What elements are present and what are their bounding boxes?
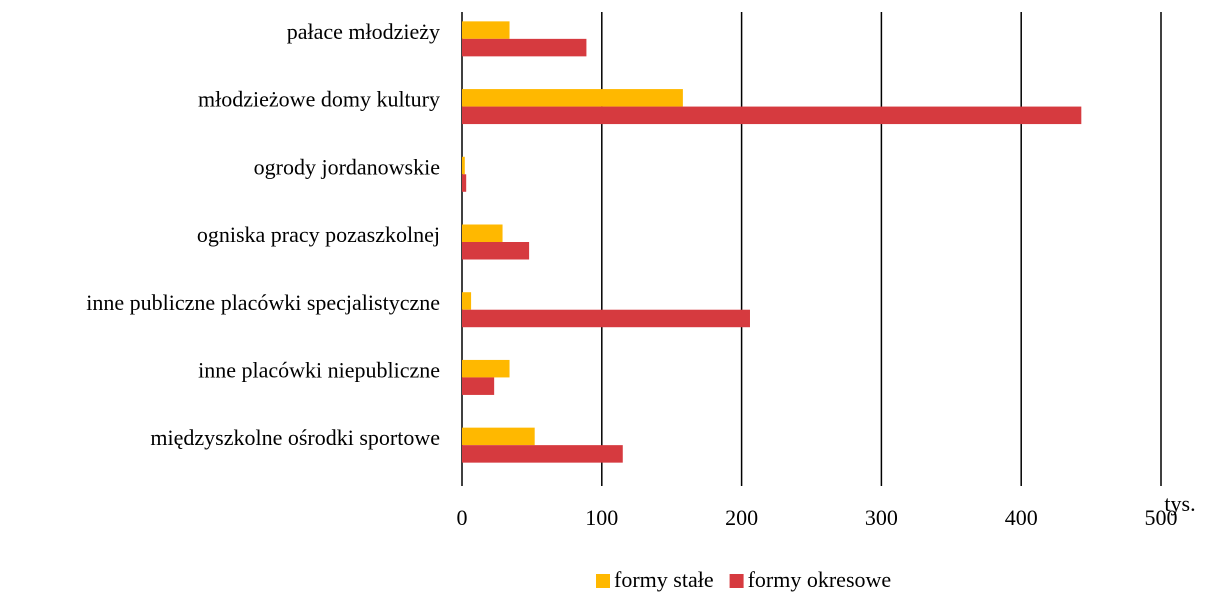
y-tick-label: pałace młodzieży <box>287 19 440 44</box>
y-tick-label: międzyszkolne ośrodki sportowe <box>150 425 440 450</box>
x-tick-label: 200 <box>725 505 758 530</box>
bar <box>462 156 465 175</box>
legend-swatch <box>729 574 744 588</box>
legend-swatch <box>596 574 610 588</box>
bar <box>462 359 510 378</box>
x-axis-label: tys. <box>1164 491 1195 516</box>
bar <box>462 89 683 107</box>
bar <box>462 38 587 57</box>
x-tick-label: 300 <box>865 505 898 530</box>
legend-label: formy stałe <box>614 567 714 592</box>
y-tick-label: ogrody jordanowskie <box>254 154 440 179</box>
y-tick-label: inne publiczne placówki specjalistyczne <box>86 290 440 315</box>
y-tick-label: ogniska pracy pozaszkolnej <box>197 222 440 247</box>
bar <box>462 21 510 39</box>
bar <box>462 292 472 310</box>
bar <box>462 224 503 242</box>
bar <box>462 242 530 260</box>
bar <box>462 445 623 463</box>
y-tick-label: młodzieżowe domy kultury <box>198 87 440 112</box>
bar <box>462 106 1082 125</box>
bar <box>462 377 495 395</box>
bar <box>462 174 467 192</box>
y-tick-label: inne placówki niepubliczne <box>198 357 440 382</box>
bar <box>462 427 535 446</box>
legend-label: formy okresowe <box>748 567 892 592</box>
x-tick-label: 0 <box>457 505 468 530</box>
x-tick-label: 400 <box>1005 505 1038 530</box>
bar <box>462 309 750 328</box>
x-tick-label: 500 <box>1145 505 1178 530</box>
x-tick-label: 100 <box>585 505 618 530</box>
